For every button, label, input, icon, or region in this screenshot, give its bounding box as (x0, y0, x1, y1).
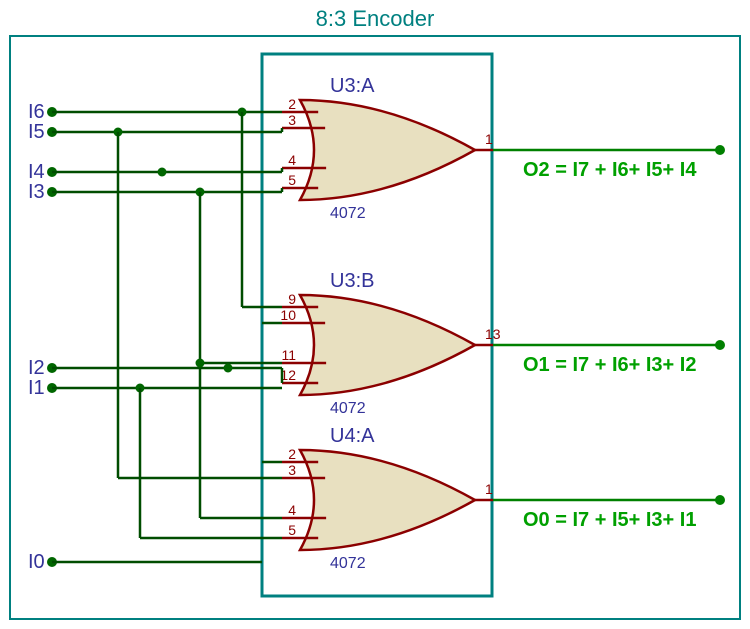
gate-part-1: 4072 (330, 400, 366, 417)
input-label-I6: I6 (28, 101, 45, 123)
output-eq-2: O0 = I7 + I5+ I3+ I1 (523, 509, 696, 531)
output-eq-1: O1 = I7 + I6+ I3+ I2 (523, 354, 696, 376)
gate-0-pin-1: 3 (288, 112, 296, 128)
or-gate-0 (300, 100, 475, 200)
input-label-I3: I3 (28, 181, 45, 203)
gate-1-pin-1: 10 (280, 307, 296, 323)
or-gate-1 (300, 295, 475, 395)
gate-2-pin-3: 5 (288, 522, 296, 538)
gate-0-pin-2: 4 (288, 152, 296, 168)
gate-0-pin-0: 2 (288, 96, 296, 112)
output-node-0 (715, 145, 725, 155)
gate-0-out-pin: 1 (485, 131, 493, 147)
input-label-I0: I0 (28, 551, 45, 573)
or-gate-2 (300, 450, 475, 550)
gate-1-pin-0: 9 (288, 291, 296, 307)
j-I4 (158, 168, 167, 177)
gate-1-out-pin: 13 (485, 326, 501, 342)
gate-label-1: U3:B (330, 270, 374, 292)
gate-2-out-pin: 1 (485, 481, 493, 497)
gate-0-pin-3: 5 (288, 172, 296, 188)
input-label-I2: I2 (28, 357, 45, 379)
input-label-I4: I4 (28, 161, 45, 183)
gate-2-pin-1: 3 (288, 462, 296, 478)
output-eq-0: O2 = I7 + I6+ I5+ I4 (523, 159, 697, 181)
title: 8:3 Encoder (316, 6, 435, 31)
gate-2-pin-2: 4 (288, 502, 296, 518)
output-node-1 (715, 340, 725, 350)
gate-part-2: 4072 (330, 555, 366, 572)
input-label-I1: I1 (28, 377, 45, 399)
gate-part-0: 4072 (330, 205, 366, 222)
j-I3-g1 (196, 359, 205, 368)
input-label-I5: I5 (28, 121, 45, 143)
output-node-2 (715, 495, 725, 505)
gate-label-2: U4:A (330, 425, 375, 447)
j-I2 (224, 364, 233, 373)
gate-label-0: U3:A (330, 75, 375, 97)
gate-2-pin-0: 2 (288, 446, 296, 462)
gate-1-pin-2: 11 (281, 347, 296, 363)
